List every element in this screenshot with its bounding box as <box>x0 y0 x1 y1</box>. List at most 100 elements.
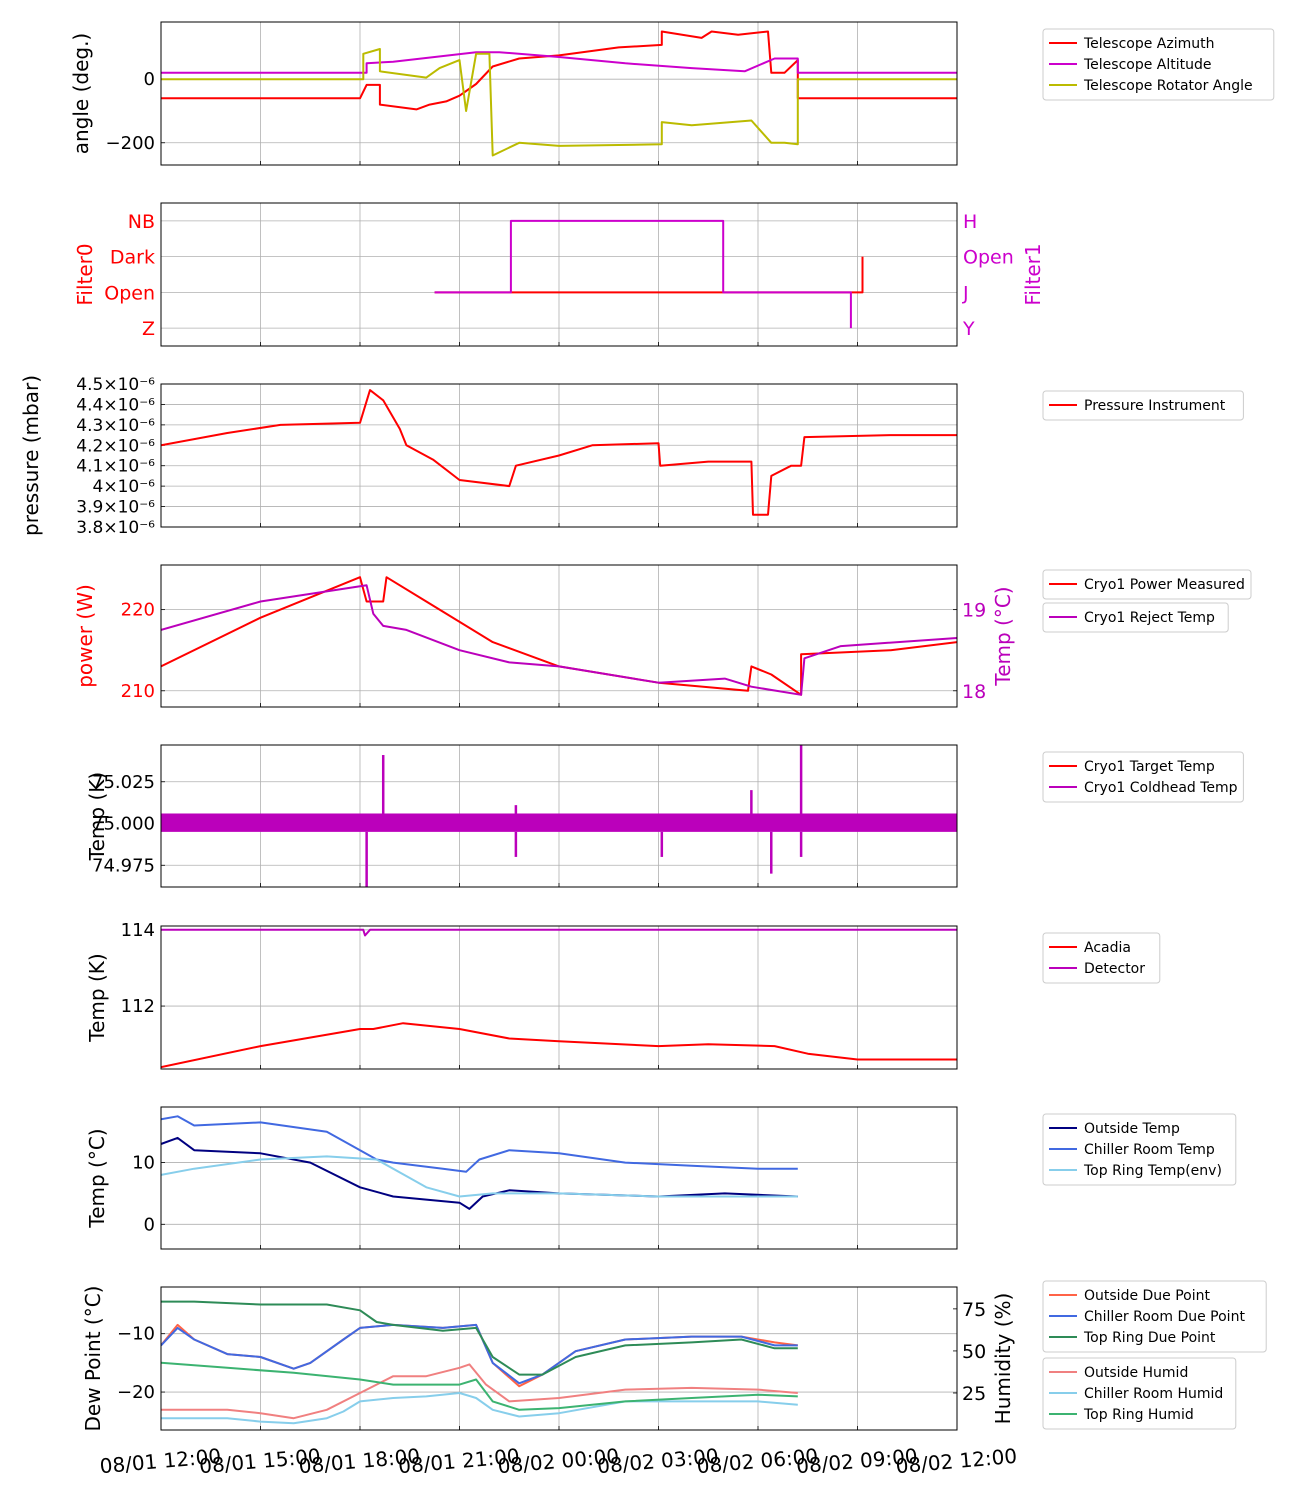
series-group <box>161 576 957 696</box>
series-line <box>434 256 864 294</box>
y-tick-label: Z <box>142 318 155 340</box>
legend-box <box>1042 1357 1237 1430</box>
y-axis-label: Temp (K) <box>85 772 109 861</box>
y-tick-label: 0 <box>144 1214 155 1235</box>
y-tick-label: 112 <box>121 996 155 1017</box>
series-group <box>161 30 957 157</box>
series-group <box>161 389 957 516</box>
legend-label: Outside Humid <box>1084 1365 1188 1381</box>
legend-label: Telescope Azimuth <box>1083 36 1214 52</box>
legend-label: Cryo1 Target Temp <box>1084 759 1215 775</box>
legend: Outside Humid Chiller Room Humid Top Ring … <box>1042 1357 1237 1430</box>
y-tick-label: 4.2×10⁻⁶ <box>76 436 155 456</box>
y-tick-label: 4.3×10⁻⁶ <box>76 416 155 436</box>
series-line <box>161 584 957 696</box>
legend-label: Cryo1 Coldhead Temp <box>1084 780 1238 796</box>
legend: Cryo1 Reject Temp <box>1042 602 1229 633</box>
y-axis-label-right: Filter1 <box>1021 243 1045 305</box>
legend-box <box>1042 1113 1237 1186</box>
legend-label: Outside Temp <box>1084 1121 1180 1137</box>
y-tick-label-right: J <box>962 282 969 304</box>
legend-box <box>1042 390 1244 421</box>
y-tick-label: 0 <box>144 69 155 90</box>
y-tick-label: −200 <box>106 133 155 154</box>
series-line <box>161 1300 798 1376</box>
series-line <box>161 1022 957 1069</box>
legend-box <box>1042 602 1229 633</box>
legend-label: Chiller Room Due Point <box>1084 1309 1245 1325</box>
axes-frame <box>160 925 958 1070</box>
y-tick-label: 75.025 <box>92 772 155 793</box>
y-tick-label-right: Open <box>963 247 1014 269</box>
y-axis-label-right: Humidity (%) <box>991 1293 1015 1425</box>
axes-frame <box>160 1286 958 1431</box>
panel-7: 0 10 Temp (°C) Outside Temp Chiller Room Tem… <box>85 1106 1237 1250</box>
series-line <box>161 1155 798 1198</box>
legend-label: Acadia <box>1084 940 1131 956</box>
legend-label: Chiller Room Temp <box>1084 1142 1215 1158</box>
y-tick-label-right: 19 <box>962 600 986 622</box>
series-group <box>161 928 957 1069</box>
y-tick-label: Open <box>104 282 155 304</box>
y-axis-label: Temp (°C) <box>85 1128 109 1228</box>
legend-label: Telescope Rotator Angle <box>1083 78 1253 94</box>
legend-label: Telescope Altitude <box>1083 57 1212 73</box>
legend: Cryo1 Target Temp Cryo1 Coldhead Temp <box>1042 751 1244 803</box>
legend-box <box>1042 751 1244 803</box>
axes-frame <box>160 564 958 708</box>
legend: Outside Due Point Chiller Room Due Point T… <box>1042 1280 1267 1353</box>
legend-label: Detector <box>1084 961 1145 977</box>
axes-frame <box>160 202 958 347</box>
series-line <box>161 48 957 157</box>
y-tick-label: 74.975 <box>92 855 155 876</box>
series-band <box>161 813 957 832</box>
series-line <box>161 30 957 111</box>
y-tick-label-right: 50 <box>962 1341 986 1363</box>
y-tick-label: 75.000 <box>92 814 155 835</box>
y-tick-label: 4.5×10⁻⁶ <box>76 375 155 395</box>
y-tick-label-right: 25 <box>962 1383 986 1405</box>
legend-label: Top Ring Temp(env) <box>1083 1163 1222 1179</box>
y-axis-label: power (W) <box>73 584 97 688</box>
legend: Outside Temp Chiller Room Temp Top Ring Te… <box>1042 1113 1237 1186</box>
axes-frame <box>160 383 958 528</box>
y-axis-label: angle (deg.) <box>69 33 93 155</box>
series-group <box>161 1115 798 1210</box>
y-tick-label: 114 <box>121 920 155 941</box>
axes-frame <box>160 21 958 166</box>
panel-2: Z Open Dark NB YJ Open H Filter0 Filter1 <box>73 202 1045 347</box>
y-axis-label: pressure (mbar) <box>19 375 43 536</box>
legend: Cryo1 Power Measured <box>1042 569 1252 600</box>
panel-6: 112 114 Temp (K) Acadia Detector <box>85 920 1161 1070</box>
y-axis-label: Dew Point (°C) <box>81 1285 105 1431</box>
legend-box <box>1042 569 1252 600</box>
y-tick-label: −20 <box>117 1382 155 1403</box>
legend-box <box>1042 1280 1267 1353</box>
panel-8: −20 −10 25 50 75 Dew Point (°C) Humidity (%) Ou… <box>81 1280 1267 1432</box>
y-axis-label: Filter0 <box>73 243 97 305</box>
legend: Telescope Azimuth Telescope Altitude Teles… <box>1042 28 1275 101</box>
legend-label: Top Ring Humid <box>1083 1407 1194 1423</box>
series-line <box>161 1361 798 1411</box>
legend-label: Cryo1 Reject Temp <box>1084 610 1215 626</box>
legend-label: Outside Due Point <box>1084 1288 1211 1304</box>
y-tick-label: 210 <box>121 681 155 702</box>
axes-frame <box>160 744 958 888</box>
y-tick-label: 4×10⁻⁶ <box>93 477 156 497</box>
series-group <box>161 745 957 887</box>
series-line <box>161 1136 798 1210</box>
axes-frame <box>160 1106 958 1250</box>
y-tick-label: −10 <box>117 1324 155 1345</box>
y-tick-label: NB <box>128 211 155 233</box>
series-line <box>161 1323 798 1385</box>
y-axis-label: Temp (K) <box>85 953 109 1042</box>
series-line <box>161 928 957 937</box>
legend-label: Pressure Instrument <box>1084 398 1226 414</box>
y-tick-label-right: H <box>963 211 977 233</box>
legend-label: Cryo1 Power Measured <box>1084 577 1245 593</box>
series-line <box>161 1363 798 1420</box>
legend: Pressure Instrument <box>1042 390 1244 421</box>
